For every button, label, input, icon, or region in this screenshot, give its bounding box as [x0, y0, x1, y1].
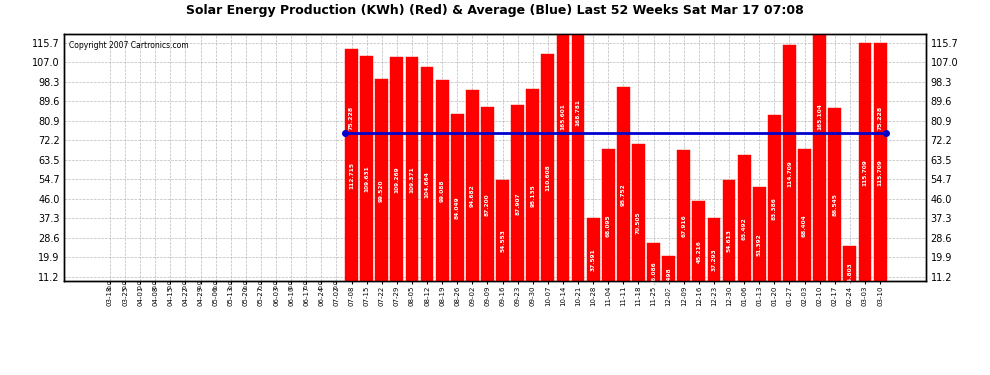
Text: 112.715: 112.715 [349, 162, 354, 189]
Bar [466, 90, 479, 302]
Text: 0.0: 0.0 [244, 279, 248, 289]
Bar [723, 180, 736, 302]
Text: 68.404: 68.404 [802, 214, 807, 237]
Text: 70.505: 70.505 [636, 211, 641, 234]
Text: 165.104: 165.104 [817, 104, 822, 130]
Bar [708, 218, 721, 302]
Text: 0.0: 0.0 [304, 279, 309, 289]
Text: 54.553: 54.553 [500, 230, 505, 252]
Bar [602, 149, 615, 302]
Text: 110.608: 110.608 [545, 165, 550, 191]
Text: 0.0: 0.0 [168, 279, 173, 289]
Bar [511, 105, 524, 302]
Text: Solar Energy Production (KWh) (Red) & Average (Blue) Last 52 Weeks Sat Mar 17 07: Solar Energy Production (KWh) (Red) & Av… [186, 4, 804, 17]
Bar [450, 114, 463, 302]
Bar [647, 243, 660, 302]
Text: 99.088: 99.088 [440, 180, 445, 202]
Text: 83.386: 83.386 [772, 197, 777, 220]
Bar [873, 43, 886, 302]
Text: 0.0: 0.0 [258, 279, 263, 289]
Text: 20.498: 20.498 [666, 268, 671, 290]
Text: 95.135: 95.135 [531, 184, 536, 207]
Text: 37.591: 37.591 [591, 248, 596, 271]
Bar [677, 150, 690, 302]
Text: 115.709: 115.709 [877, 159, 882, 186]
Text: 86.545: 86.545 [833, 194, 838, 216]
Text: 24.803: 24.803 [847, 263, 852, 285]
Text: 114.709: 114.709 [787, 160, 792, 187]
Text: 0.0: 0.0 [123, 279, 128, 289]
Text: 109.371: 109.371 [410, 166, 415, 193]
Bar [829, 108, 842, 302]
Bar [858, 43, 871, 302]
Bar [813, 0, 826, 302]
Text: 26.086: 26.086 [651, 261, 656, 284]
Bar [481, 106, 494, 302]
Bar [346, 50, 358, 302]
Text: 0.0: 0.0 [319, 279, 324, 289]
Text: 99.520: 99.520 [379, 179, 384, 202]
Text: 67.916: 67.916 [681, 214, 686, 237]
Text: 0.0: 0.0 [273, 279, 278, 289]
Bar [360, 56, 373, 302]
Bar [692, 201, 705, 302]
Bar [587, 217, 600, 302]
Text: 54.613: 54.613 [727, 229, 732, 252]
Bar [843, 246, 856, 302]
Bar [390, 57, 403, 302]
Text: 0.0: 0.0 [289, 279, 294, 289]
Text: 94.682: 94.682 [470, 184, 475, 207]
Text: 45.216: 45.216 [696, 240, 701, 262]
Text: 0.0: 0.0 [152, 279, 157, 289]
Bar [421, 68, 434, 302]
Bar [798, 148, 811, 302]
Text: 37.293: 37.293 [712, 249, 717, 272]
Text: Copyright 2007 Cartronics.com: Copyright 2007 Cartronics.com [68, 41, 188, 50]
Bar [783, 45, 796, 302]
Bar [436, 80, 448, 302]
Bar [542, 54, 554, 302]
Bar [556, 0, 569, 302]
Text: 109.269: 109.269 [394, 166, 399, 193]
Text: 115.709: 115.709 [862, 159, 867, 186]
Bar [496, 180, 509, 302]
Bar [752, 187, 765, 302]
Bar [738, 155, 750, 302]
Text: 0.0: 0.0 [229, 279, 234, 289]
Text: 109.631: 109.631 [364, 166, 369, 192]
Text: 75.228: 75.228 [877, 106, 882, 130]
Bar [406, 57, 419, 302]
Bar [617, 87, 630, 302]
Text: 0.0: 0.0 [334, 279, 339, 289]
Text: 104.664: 104.664 [425, 171, 430, 198]
Bar [632, 144, 644, 302]
Bar [571, 0, 584, 302]
Text: 84.049: 84.049 [454, 196, 459, 219]
Bar [375, 79, 388, 302]
Text: 168.781: 168.781 [575, 99, 580, 126]
Bar [768, 115, 781, 302]
Bar [527, 89, 540, 302]
Text: 51.392: 51.392 [756, 233, 761, 256]
Text: 165.601: 165.601 [560, 103, 565, 130]
Text: 75.228: 75.228 [349, 106, 354, 130]
Text: 0.0: 0.0 [108, 279, 113, 289]
Text: 68.095: 68.095 [606, 214, 611, 237]
Text: 0.0: 0.0 [213, 279, 218, 289]
Text: 95.752: 95.752 [621, 183, 626, 206]
Text: 0.0: 0.0 [183, 279, 188, 289]
Text: 65.492: 65.492 [742, 217, 746, 240]
Text: 0.0: 0.0 [138, 279, 143, 289]
Text: 0.0: 0.0 [198, 279, 203, 289]
Text: 87.200: 87.200 [485, 193, 490, 216]
Bar [662, 256, 675, 302]
Text: 87.907: 87.907 [515, 192, 520, 215]
